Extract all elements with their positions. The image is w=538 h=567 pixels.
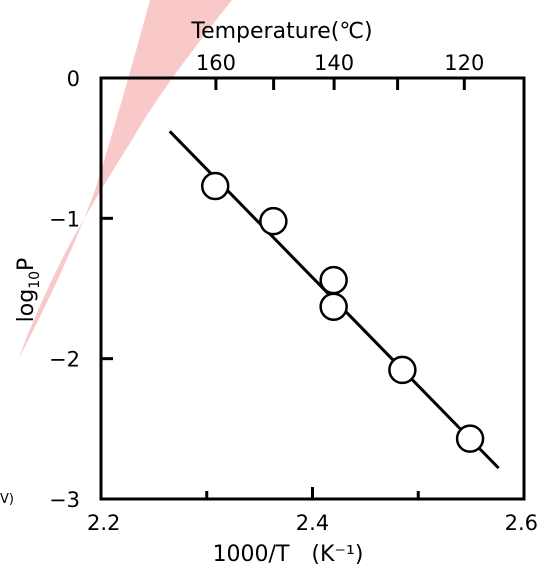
top-tick-label: 140 bbox=[314, 51, 354, 75]
data-point bbox=[455, 424, 485, 453]
data-point bbox=[388, 355, 417, 385]
y-tick-label: −2 bbox=[49, 348, 80, 372]
y-axis-title: log10P bbox=[14, 258, 43, 323]
y-tick-label: −3 bbox=[49, 488, 80, 512]
y-tick-label: 0 bbox=[67, 67, 80, 91]
data-point bbox=[200, 171, 230, 201]
top-tick-label: 160 bbox=[196, 51, 236, 75]
top-tick-label: 120 bbox=[444, 51, 484, 75]
data-point bbox=[319, 265, 348, 295]
data-point bbox=[319, 292, 348, 321]
x-tick-label: 2.4 bbox=[296, 511, 329, 535]
x-tick-label: 2.2 bbox=[87, 511, 120, 535]
clipped-edge-text: V) bbox=[0, 492, 14, 507]
top-axis-title: Temperature(℃) bbox=[190, 19, 372, 44]
y-tick-label: −1 bbox=[49, 207, 80, 231]
data-point bbox=[259, 206, 288, 236]
x-tick-label: 2.6 bbox=[505, 511, 538, 535]
x-axis-title: 1000/T (K⁻¹) bbox=[213, 542, 364, 567]
